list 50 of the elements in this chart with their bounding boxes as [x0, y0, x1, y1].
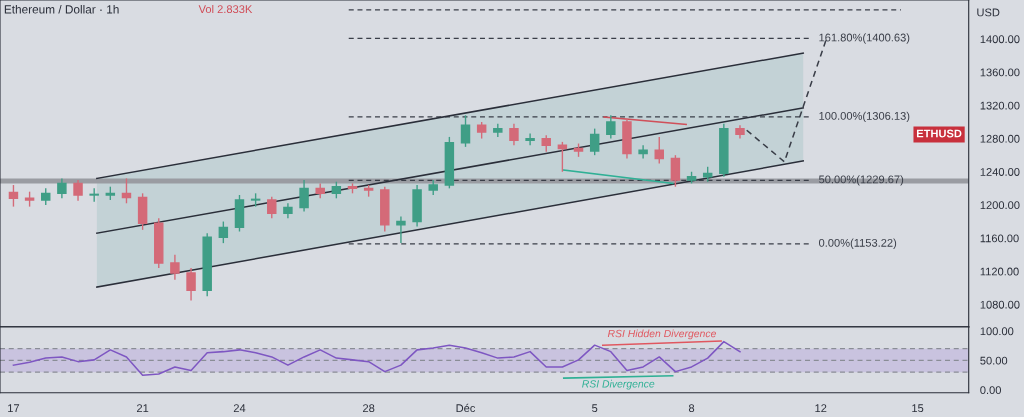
x-tick-label: 12 — [815, 404, 827, 412]
y-tick-label: 1400.00 — [980, 35, 1020, 44]
y-tick-label: 1320.00 — [980, 101, 1020, 110]
x-tick-label: 15 — [912, 404, 924, 413]
y-tick-label: 0.00 — [980, 386, 1002, 395]
annotation: ETHUSD — [916, 129, 962, 138]
candlestick — [670, 154, 681, 188]
ref-line-label: 100.00%(1306.13) — [819, 111, 910, 123]
y-tick-label: 1080.00 — [980, 300, 1020, 309]
candlestick — [299, 179, 309, 213]
candlestick — [8, 184, 19, 208]
candlestick — [606, 114, 616, 140]
y-tick-label: 50.00 — [980, 356, 1008, 365]
annotation: Vol 2.833K — [198, 4, 253, 14]
text: USD — [977, 8, 1000, 17]
x-tick-label: 21 — [136, 404, 149, 412]
candlestick — [170, 254, 180, 281]
y-tick-label: 1200.00 — [980, 201, 1020, 210]
x-tick-label: 5 — [592, 404, 598, 413]
candlestick — [509, 122, 519, 146]
x-tick-label: 24 — [233, 404, 246, 412]
y-tick-label: 1280.00 — [980, 134, 1020, 143]
chart-title: Ethereum / Dollar · 1h — [4, 4, 119, 14]
candlestick — [73, 179, 83, 202]
ref-line-label: 50.00%(1229.67) — [819, 175, 904, 186]
y-tick-label: 1360.00 — [980, 68, 1020, 77]
candlestick — [654, 136, 664, 165]
ref-line-label: 161.80%(1400.63) — [819, 33, 910, 44]
candlestick — [525, 132, 535, 146]
candlestick — [121, 177, 132, 204]
x-tick-label: 28 — [363, 404, 375, 413]
annotation: RSI Divergence — [582, 379, 655, 390]
candlestick — [460, 114, 471, 148]
line-series — [12, 340, 741, 376]
ref-line-label: 0.00%(1153.22) — [818, 238, 897, 249]
candlestick — [396, 215, 406, 244]
y-tick-label: 1120.00 — [980, 267, 1019, 276]
candlestick — [186, 267, 196, 302]
candlestick — [89, 187, 99, 203]
y-tick-label: 1240.00 — [980, 168, 1020, 176]
candlestick — [218, 220, 229, 244]
annotation: RSI Hidden Divergence — [607, 329, 716, 340]
x-tick-label: Déc — [456, 403, 476, 413]
candlestick — [267, 195, 277, 219]
y-tick-label: 100.00 — [980, 327, 1014, 336]
x-tick-label: 8 — [688, 404, 695, 413]
candlestick — [57, 177, 67, 200]
y-tick-label: 1160.00 — [980, 234, 1019, 243]
candlestick — [589, 127, 600, 156]
x-tick-label: 17 — [8, 404, 20, 412]
